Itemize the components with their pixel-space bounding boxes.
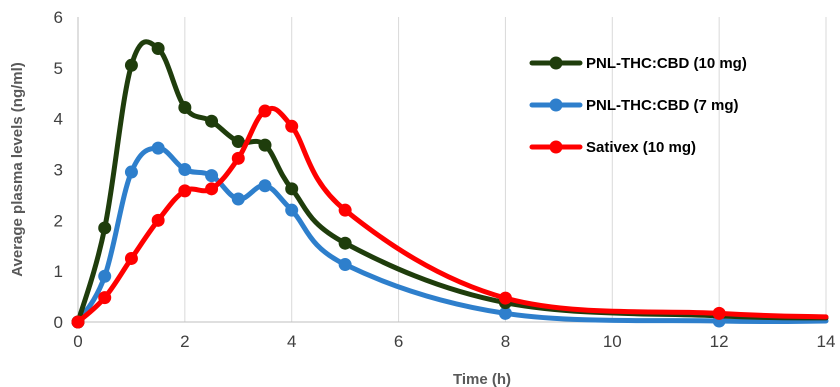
data-point	[338, 236, 352, 250]
data-point	[231, 192, 245, 206]
data-point	[98, 291, 112, 305]
y-axis-title: Average plasma levels (ng/ml)	[9, 62, 26, 277]
data-point	[285, 119, 299, 133]
y-tick-label: 2	[54, 211, 63, 230]
data-point	[98, 269, 112, 283]
y-tick-label: 4	[54, 110, 63, 129]
y-tick-label: 0	[54, 313, 63, 332]
data-point	[231, 151, 245, 165]
data-point	[151, 42, 165, 56]
data-point	[71, 315, 85, 329]
legend: PNL-THC:CBD (10 mg) PNL-THC:CBD (7 mg) Sat…	[529, 55, 747, 156]
data-point	[205, 182, 219, 196]
legend-label: PNL-THC:CBD (7 mg)	[586, 97, 738, 114]
x-tick-label: 6	[394, 332, 403, 351]
data-point	[285, 182, 299, 196]
x-axis-title: Time (h)	[453, 371, 511, 387]
data-point	[124, 58, 138, 72]
y-tick-labels: 0 1 2 3 4 5 6	[54, 8, 63, 332]
data-point	[98, 221, 112, 235]
x-tick-label: 12	[710, 332, 729, 351]
x-tick-label: 14	[817, 332, 836, 351]
x-tick-label: 2	[180, 332, 189, 351]
x-tick-label: 10	[603, 332, 622, 351]
data-point	[285, 203, 299, 217]
legend-item: PNL-THC:CBD (7 mg)	[529, 97, 738, 114]
data-point	[338, 203, 352, 217]
x-tick-labels: 0 2 4 6 8 10 12 14	[73, 332, 835, 351]
legend-item: PNL-THC:CBD (10 mg)	[529, 55, 747, 72]
x-tick-label: 8	[501, 332, 510, 351]
data-point	[258, 104, 272, 118]
data-point	[151, 213, 165, 227]
y-tick-label: 1	[54, 262, 63, 281]
legend-label: PNL-THC:CBD (10 mg)	[586, 55, 747, 72]
data-point	[231, 135, 245, 149]
y-tick-label: 6	[54, 8, 63, 27]
x-tick-label: 0	[73, 332, 82, 351]
data-point	[258, 179, 272, 193]
plot-area	[71, 39, 829, 329]
legend-swatch-marker	[549, 56, 563, 70]
data-point	[151, 141, 165, 155]
data-point	[205, 114, 219, 128]
legend-label: Sativex (10 mg)	[586, 139, 696, 156]
series-line	[75, 145, 829, 325]
legend-swatch-marker	[549, 140, 563, 154]
data-point	[178, 184, 192, 198]
legend-item: Sativex (10 mg)	[529, 139, 696, 156]
vertical-gridlines	[184, 17, 827, 322]
data-point	[205, 169, 219, 183]
x-tick-label: 4	[287, 332, 296, 351]
data-point	[124, 165, 138, 179]
data-point	[712, 306, 726, 320]
data-point	[338, 258, 352, 272]
y-tick-label: 3	[54, 161, 63, 180]
series-2	[71, 104, 829, 329]
data-point	[178, 100, 192, 114]
legend-swatch-marker	[549, 98, 563, 112]
y-tick-label: 5	[54, 59, 63, 78]
data-point	[178, 163, 192, 176]
data-point	[124, 251, 138, 265]
data-point	[498, 291, 512, 305]
data-point	[498, 306, 512, 320]
data-point	[258, 138, 272, 152]
